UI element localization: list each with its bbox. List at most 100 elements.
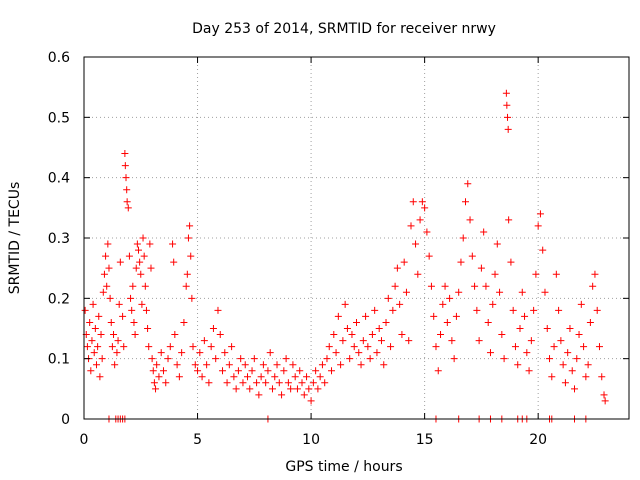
data-point: [103, 282, 111, 290]
data-point: [548, 373, 556, 381]
data-point: [113, 349, 121, 357]
data-point: [189, 343, 197, 351]
data-point: [90, 349, 98, 357]
data-point: [255, 391, 263, 399]
data-point: [423, 228, 431, 236]
data-point: [225, 361, 233, 369]
data-point: [355, 349, 363, 357]
data-point: [142, 306, 150, 314]
data-point: [346, 355, 354, 363]
data-point: [521, 312, 529, 320]
data-point: [191, 361, 199, 369]
data-point: [466, 216, 474, 224]
data-point: [343, 325, 351, 332]
data-point: [600, 391, 608, 399]
data-point: [237, 355, 245, 363]
y-tick-label: 0.6: [48, 50, 70, 66]
data-point: [443, 318, 451, 326]
data-point: [357, 361, 365, 369]
data-point: [514, 361, 522, 369]
data-point: [539, 246, 547, 254]
data-point: [439, 300, 447, 308]
data-point: [169, 240, 177, 248]
data-point: [282, 355, 290, 363]
data-point: [228, 343, 236, 351]
data-point: [475, 337, 483, 345]
data-point: [518, 288, 526, 296]
data-point: [99, 288, 107, 296]
data-point: [214, 306, 222, 314]
data-point: [280, 367, 288, 375]
data-point: [275, 379, 283, 387]
data-point: [362, 312, 370, 320]
data-point: [393, 264, 401, 272]
data-point: [188, 294, 196, 302]
y-tick-label: 0: [61, 412, 70, 428]
data-point: [198, 373, 206, 381]
data-point: [564, 349, 572, 357]
data-point: [462, 198, 469, 206]
data-point: [98, 355, 106, 363]
data-point: [482, 282, 490, 290]
data-point: [434, 367, 442, 375]
data-point: [334, 312, 342, 320]
data-point: [353, 318, 360, 326]
data-point: [293, 385, 301, 393]
data-point: [330, 331, 338, 339]
data-point: [550, 343, 558, 351]
data-point: [341, 300, 349, 308]
data-point: [298, 379, 306, 387]
data-point: [430, 312, 438, 320]
data-point: [364, 343, 372, 351]
data-point: [387, 343, 395, 351]
data-point: [486, 349, 494, 357]
data-point: [232, 385, 240, 393]
data-point: [491, 270, 499, 278]
data-point: [557, 337, 565, 345]
data-point: [284, 379, 292, 387]
data-point: [137, 270, 145, 278]
data-point: [296, 367, 304, 375]
y-tick-labels: 0 0.1 0.2 0.3 0.4 0.5 0.6: [48, 50, 70, 428]
data-point: [266, 349, 274, 357]
data-point: [203, 361, 211, 369]
data-point: [187, 252, 195, 260]
data-point: [253, 379, 261, 387]
data-point: [459, 234, 467, 242]
data-point: [141, 282, 149, 290]
data-point: [437, 331, 445, 339]
data-point: [504, 113, 512, 121]
data-point: [507, 258, 515, 266]
data-point: [337, 361, 345, 369]
data-point: [127, 294, 135, 302]
data-point: [384, 294, 392, 302]
data-point: [96, 373, 104, 381]
data-point: [541, 288, 549, 296]
data-point: [323, 355, 331, 363]
data-point: [111, 361, 119, 369]
data-point: [153, 361, 161, 369]
data-point: [309, 379, 317, 387]
data-point: [171, 331, 179, 339]
data-point: [100, 270, 108, 278]
data-point: [316, 373, 324, 381]
data-point: [216, 331, 224, 339]
data-point: [496, 288, 504, 296]
data-point: [110, 331, 118, 339]
data-point: [92, 361, 100, 369]
data-point: [389, 306, 397, 314]
x-tick-label: 15: [416, 432, 434, 448]
data-point: [402, 288, 410, 296]
data-point: [123, 198, 131, 206]
data-point: [421, 204, 429, 212]
data-point: [543, 325, 551, 332]
data-point: [124, 204, 132, 212]
data-point: [250, 355, 258, 363]
data-point: [182, 282, 190, 290]
data-point: [97, 331, 105, 339]
data-point: [561, 379, 569, 387]
data-point: [350, 343, 358, 351]
data-point: [457, 258, 465, 266]
data-point: [477, 264, 485, 272]
